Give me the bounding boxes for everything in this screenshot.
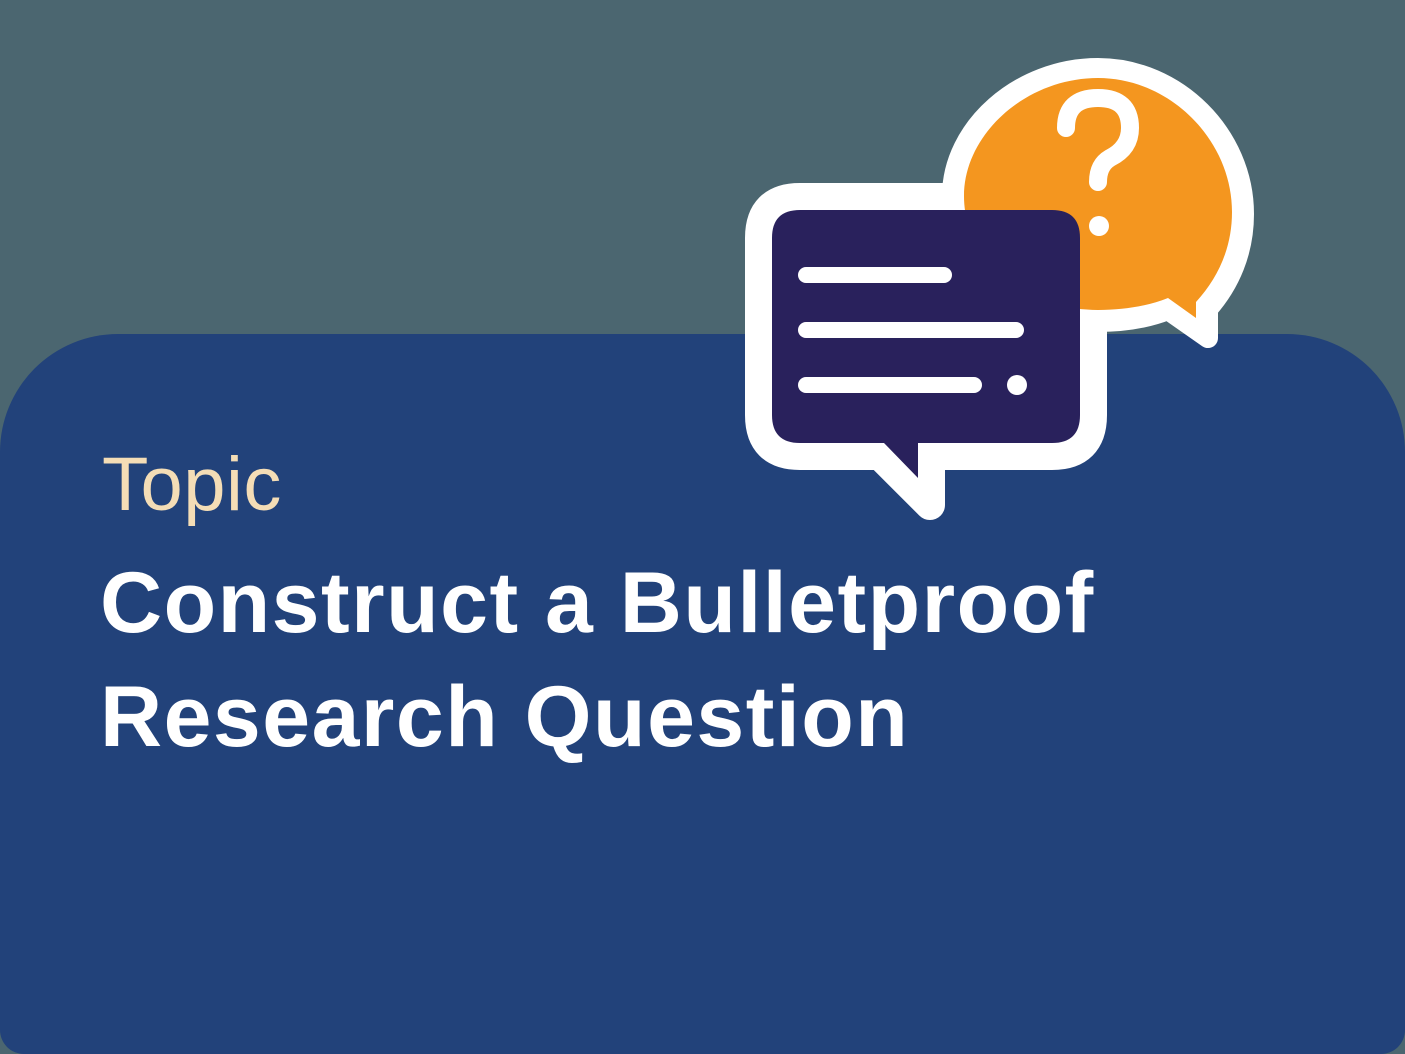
dot-icon bbox=[1007, 375, 1027, 395]
question-mark-icon bbox=[1057, 89, 1139, 191]
document-bubble-icon bbox=[772, 210, 1080, 478]
question-dot-icon bbox=[1089, 216, 1109, 236]
page-title-line-2: Research Question bbox=[100, 669, 910, 765]
page-title-line-1: Construct a Bulletproof bbox=[100, 555, 1095, 651]
page-title: Construct a Bulletproof Research Questio… bbox=[100, 546, 1370, 774]
topic-label: Topic bbox=[102, 442, 282, 527]
topic-card bbox=[0, 334, 1405, 1054]
text-lines-icon bbox=[798, 267, 1024, 393]
